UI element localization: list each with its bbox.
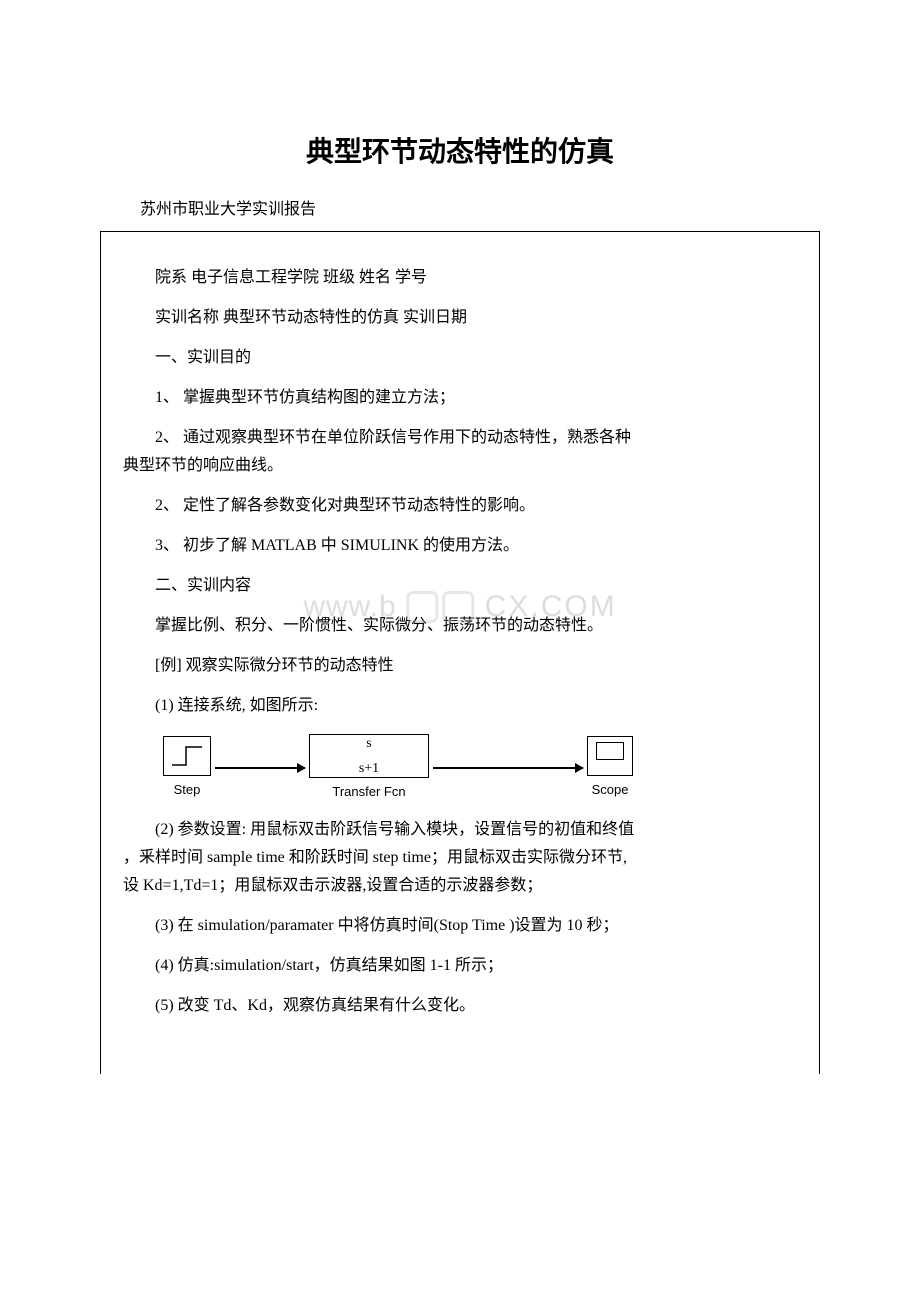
section-heading-2: 二、实训内容 bbox=[123, 574, 797, 598]
step-label: Step bbox=[174, 780, 201, 800]
tf-numerator: s bbox=[366, 733, 371, 754]
simulink-diagram: Step s s+1 Transfer Fcn Scop bbox=[163, 734, 797, 802]
transfer-fcn-block: s s+1 Transfer Fcn bbox=[309, 734, 429, 802]
objective-4: 3、 初步了解 MATLAB 中 SIMULINK 的使用方法。 bbox=[123, 534, 797, 558]
scope-screen-icon bbox=[596, 742, 624, 760]
step-5: (5) 改变 Td、Kd，观察仿真结果有什么变化。 bbox=[123, 994, 797, 1018]
objective-1: 1、 掌握典型环节仿真结构图的建立方法； bbox=[123, 386, 797, 410]
objective-3: 2、 定性了解各参数变化对典型环节动态特性的影响。 bbox=[123, 494, 797, 518]
step-icon bbox=[172, 743, 204, 767]
tf-denominator: s+1 bbox=[359, 758, 379, 779]
report-subtitle: 苏州市职业大学实训报告 bbox=[140, 195, 820, 219]
tf-label: Transfer Fcn bbox=[332, 782, 405, 802]
step-2-line2: ，釆样时间 sample time 和阶跃时间 step time；用鼠标双击实… bbox=[123, 846, 797, 870]
step-2-line1: (2) 参数设置: 用鼠标双击阶跃信号输入模块，设置信号的初值和终值 bbox=[123, 818, 797, 842]
arrow-1 bbox=[215, 767, 305, 769]
objective-2-line1: 2、 通过观察典型环节在单位阶跃信号作用下的动态特性，熟悉各种 bbox=[123, 426, 797, 450]
content-line-1: 掌握比例、积分、一阶惯性、实际微分、振荡环节的动态特性。 bbox=[123, 614, 797, 638]
step-1: (1) 连接系统, 如图所示: bbox=[123, 694, 797, 718]
step-3: (3) 在 simulation/paramater 中将仿真时间(Stop T… bbox=[123, 914, 797, 938]
content-example: [例] 观察实际微分环节的动态特性 bbox=[123, 654, 797, 678]
step-4: (4) 仿真:simulation/start，仿真结果如图 1-1 所示； bbox=[123, 954, 797, 978]
scope-block: Scope bbox=[587, 736, 633, 800]
arrow-2 bbox=[433, 767, 583, 769]
step-2-line3: 设 Kd=1,Td=1；用鼠标双击示波器,设置合适的示波器参数； bbox=[123, 874, 797, 898]
content-box: 院系 电子信息工程学院 班级 姓名 学号 实训名称 典型环节动态特性的仿真 实训… bbox=[100, 231, 820, 1074]
section-heading-1: 一、实训目的 bbox=[123, 346, 797, 370]
scope-label: Scope bbox=[592, 780, 629, 800]
training-info-line: 实训名称 典型环节动态特性的仿真 实训日期 bbox=[123, 306, 797, 330]
step-block: Step bbox=[163, 736, 211, 800]
header-info-line: 院系 电子信息工程学院 班级 姓名 学号 bbox=[123, 266, 797, 290]
page-title: 典型环节动态特性的仿真 bbox=[100, 130, 820, 170]
objective-2-line2: 典型环节的响应曲线。 bbox=[123, 454, 797, 478]
